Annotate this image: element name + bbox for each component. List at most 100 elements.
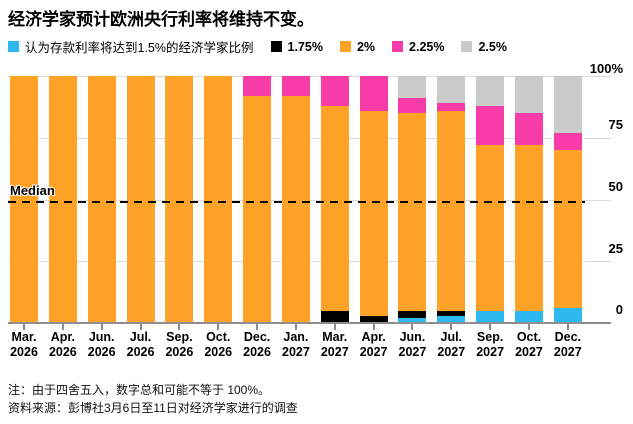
segment-1-5-	[437, 315, 466, 323]
x-axis-label: Jul. 2026	[127, 330, 155, 360]
x-axis-tick	[527, 324, 530, 330]
segment-2-	[243, 95, 272, 323]
x-axis-tick	[411, 324, 414, 330]
bar-sep-2026	[165, 76, 194, 330]
x-axis-label-line: Sep.	[166, 330, 193, 344]
x-axis-label-line: Oct.	[206, 330, 231, 344]
x-axis-label: Sep. 2026	[165, 330, 193, 360]
x-axis-label-line: 2026	[165, 345, 194, 359]
segment-2-5-	[476, 76, 505, 106]
y-tick-label: 25	[608, 241, 623, 256]
segment-2-	[204, 76, 233, 323]
legend-item-2-5pct: 2.5%	[461, 40, 507, 54]
segment-2-25-	[320, 76, 349, 106]
legend-item-2-25pct: 2.25%	[392, 40, 444, 54]
x-axis-label: Mar. 2026	[10, 330, 38, 360]
bar-mar-2026	[10, 76, 38, 330]
source-line: 资料来源：彭博社3月6日至11日对经济学家进行的调查	[8, 401, 298, 415]
segment-2-	[281, 95, 310, 323]
y-tick-label: 0	[615, 302, 623, 317]
legend-swatch-gray	[461, 41, 473, 52]
segment-2-	[398, 113, 427, 311]
x-axis-label-line: 2026	[243, 345, 271, 359]
segment-2-	[126, 76, 155, 323]
x-axis-labels: Mar. 2026 Apr. 2026 Jun. 2026 Jul. 2026 Sep. 2026…	[10, 330, 582, 360]
x-axis-tick	[178, 324, 181, 330]
x-axis-label-line: 2027	[476, 345, 505, 359]
segment-2-5-	[514, 76, 543, 114]
x-axis-label: Jan. 2027	[282, 330, 310, 360]
bar-jun-2026	[87, 76, 116, 330]
segment-2-25-	[514, 113, 543, 146]
legend-item-1-75pct: 1.75%	[270, 39, 323, 54]
legend: 认为存款利率将达到1.5%的经济学家比例 1.75% 2% 2.25% 2.5%	[8, 37, 507, 56]
segment-2-	[10, 76, 38, 323]
x-axis-label-line: Jul.	[129, 330, 152, 344]
x-axis-tick	[100, 324, 103, 330]
bar-apr-2026	[48, 76, 77, 330]
x-axis-label-line: Oct.	[516, 330, 542, 344]
bars	[10, 76, 582, 330]
x-axis-label: Sep. 2027	[476, 330, 504, 360]
x-axis-label-line: 2027	[437, 345, 466, 359]
segment-2-5-	[553, 76, 582, 133]
median-label: Median	[10, 182, 55, 198]
bar-dec-2027	[553, 76, 582, 330]
segment-2-	[87, 76, 116, 323]
x-axis-tick	[489, 324, 492, 330]
segment-1-5-	[514, 310, 543, 323]
segment-2-	[476, 145, 505, 311]
x-axis-label: Jul. 2027	[437, 330, 465, 360]
bar-jul-2026	[126, 76, 155, 330]
legend-label: 1.75%	[287, 39, 323, 54]
x-axis-label-line: 2027	[553, 345, 582, 359]
segment-1-75-	[398, 310, 427, 319]
segment-2-25-	[437, 103, 466, 111]
x-axis-label: Jun. 2026	[88, 330, 116, 360]
legend-label: 2.5%	[478, 39, 507, 54]
x-axis-label: Jun. 2027	[398, 330, 427, 360]
bar-oct-2027	[514, 76, 543, 330]
x-axis-tick	[139, 324, 142, 330]
segment-1-75-	[359, 315, 388, 323]
segment-2-	[165, 76, 194, 323]
y-tick-label: 75	[608, 117, 623, 132]
legend-label: 2%	[356, 39, 376, 54]
segment-2-	[437, 110, 466, 311]
x-axis-label-line: 2026	[10, 345, 38, 359]
y-tick-label: 50	[608, 179, 623, 194]
x-axis-label: Apr. 2027	[360, 330, 388, 360]
segment-2-	[359, 110, 388, 316]
x-axis-label: Mar. 2027	[321, 330, 349, 360]
x-axis-label-line: 2026	[204, 345, 233, 359]
y-axis-labels: 100% 75 50 25 0	[563, 61, 623, 323]
x-axis-tick	[256, 324, 259, 330]
x-axis-label-line: Jul.	[440, 330, 463, 344]
bar-jan-2027	[281, 76, 310, 330]
x-axis-label-line: Jun.	[399, 330, 426, 344]
x-axis-label-line: 2027	[398, 345, 427, 359]
x-axis-tick	[217, 324, 220, 330]
legend-swatch-orange	[339, 41, 351, 52]
x-axis-label: Apr. 2026	[49, 330, 77, 360]
x-axis-label-line: Apr.	[361, 330, 386, 344]
x-axis-label-line: Mar.	[11, 330, 37, 344]
chart-title: 经济学家预计欧洲央行利率将维持不变。	[8, 10, 314, 29]
legend-swatch-pink	[392, 41, 404, 52]
x-axis-label: Oct. 2026	[204, 330, 232, 360]
x-axis-tick	[61, 324, 64, 330]
segment-2-	[320, 105, 349, 311]
segment-1-5-	[398, 318, 427, 323]
x-axis-tick	[450, 324, 453, 330]
x-axis-label-line: Jan.	[283, 330, 309, 344]
x-axis-tick	[566, 324, 569, 330]
legend-item-2pct: 2%	[339, 39, 376, 54]
segment-2-25-	[243, 76, 272, 96]
legend-label: 2.25%	[409, 39, 445, 54]
x-axis-label-line: 2027	[515, 345, 543, 359]
x-axis-tick	[333, 324, 336, 330]
legend-item-1-5pct: 认为存款利率将达到1.5%的经济学家比例	[8, 37, 254, 56]
x-axis-label-line: 2026	[48, 345, 77, 359]
segment-2-	[514, 145, 543, 311]
